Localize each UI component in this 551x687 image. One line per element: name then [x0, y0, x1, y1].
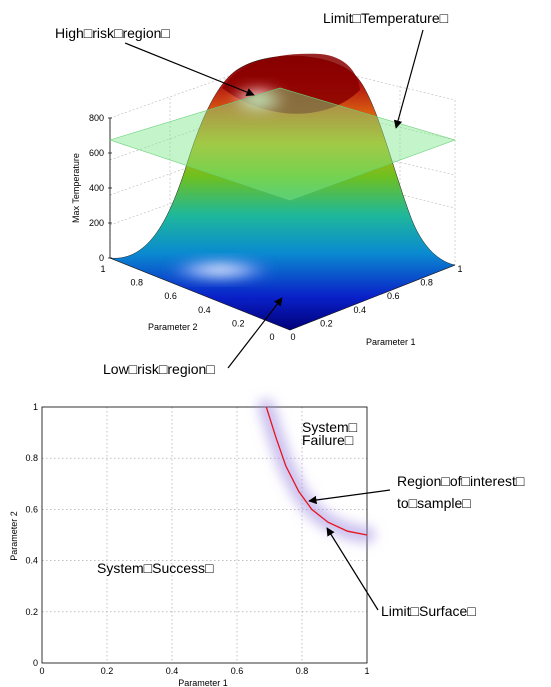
parameter-plot: 0 0.2 0.4 0.6 0.8 1 0 0.2 0.4 0.6 0.8 1 Parameter …	[9, 399, 525, 687]
x-tick-label-3d: 0.4	[354, 305, 367, 315]
y-tick-label: 0	[33, 658, 38, 668]
x-tick-label: 1	[364, 666, 369, 676]
limit-temperature-plane	[109, 87, 456, 201]
param-grid	[42, 407, 367, 663]
high-risk-arrow	[124, 42, 255, 97]
y-axis-label-3d: Parameter 2	[148, 322, 198, 332]
y-tick-label-3d: 0	[269, 332, 274, 342]
z-axis-label: Max Temperature	[71, 153, 81, 223]
z-tick-label: 200	[89, 218, 104, 228]
z-tick-label: 600	[89, 148, 104, 158]
param-x-axis-label: Parameter 1	[178, 678, 228, 687]
x-tick-label-3d: 1	[457, 264, 462, 274]
x-tick-label: 0.6	[231, 666, 244, 676]
region-of-interest-label-line2: to□sample□	[397, 495, 471, 511]
z-tick-label: 800	[89, 113, 104, 123]
low-risk-glow	[165, 258, 275, 282]
region-of-interest-arrow	[308, 489, 391, 505]
x-tick-label-3d: 0.8	[420, 278, 433, 288]
y-tick-label: 0.8	[25, 453, 38, 463]
low-risk-label: Low□risk□region□	[103, 361, 215, 377]
limit-surface-series	[265, 406, 368, 536]
y-tick-label-3d: 0.8	[131, 278, 144, 288]
y-tick-label: 0.4	[25, 556, 38, 566]
z-tick-label: 400	[89, 183, 104, 193]
x-tick-label: 0	[39, 666, 44, 676]
high-risk-label: High□risk□region□	[55, 25, 170, 41]
param-y-ticks: 0 0.2 0.4 0.6 0.8 1	[25, 402, 38, 668]
surface-plot: 0 200 400 600 800 Max Temperature 0 0.2 0.4 0.6…	[55, 10, 463, 377]
x-tick-label: 0.2	[101, 666, 114, 676]
y-tick-label: 1	[33, 402, 38, 412]
low-risk-arrow	[227, 297, 283, 369]
y-tick-label-3d: 1	[100, 264, 105, 274]
limit-surface-line	[265, 406, 368, 536]
x-tick-label-3d: 0.6	[387, 291, 400, 301]
system-success-label: System□Success□	[97, 560, 214, 576]
y-ticks-3d: 0 0.2 0.4 0.6 0.8 1	[100, 264, 274, 342]
y-tick-label-3d: 0.4	[198, 305, 211, 315]
x-tick-label-3d: 0.2	[320, 318, 333, 328]
system-failure-label-line1: System□	[302, 419, 358, 435]
region-of-interest-label-line1: Region□of□interest□	[397, 473, 525, 489]
y-tick-label-3d: 0.2	[232, 318, 245, 328]
system-failure-label-line2: Failure□	[302, 432, 354, 448]
z-tick-label: 0	[99, 253, 104, 263]
y-tick-label: 0.2	[25, 607, 38, 617]
z-ticks: 0 200 400 600 800	[89, 113, 112, 263]
x-tick-label: 0.8	[296, 666, 309, 676]
param-x-ticks: 0 0.2 0.4 0.6 0.8 1	[39, 666, 369, 676]
limit-surface-label: Limit□Surface□	[381, 603, 476, 619]
limit-surface-arrow	[326, 527, 379, 611]
limit-temperature-arrow	[393, 29, 424, 129]
limit-temperature-label: Limit□Temperature□	[323, 10, 449, 26]
high-risk-glow	[228, 84, 288, 116]
x-tick-label-3d: 0	[290, 332, 295, 342]
x-ticks-3d: 0 0.2 0.4 0.6 0.8 1	[290, 264, 462, 342]
y-tick-label: 0.6	[25, 504, 38, 514]
param-y-axis-label: Parameter 2	[9, 511, 19, 561]
x-axis-label-3d: Parameter 1	[366, 337, 416, 347]
x-tick-label: 0.4	[166, 666, 179, 676]
y-tick-label-3d: 0.6	[164, 291, 177, 301]
